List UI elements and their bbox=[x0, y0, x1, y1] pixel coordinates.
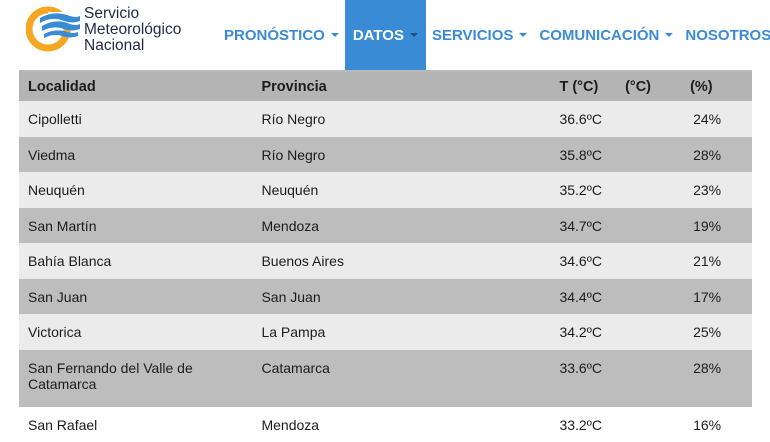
chevron-down-icon bbox=[410, 33, 418, 37]
chevron-down-icon bbox=[665, 33, 673, 37]
column-header-humidity[interactable]: (%) bbox=[681, 72, 752, 101]
cell-provincia: Buenos Aires bbox=[252, 243, 550, 279]
cell-humidity: 17% bbox=[681, 279, 752, 315]
cell-localidad: San Fernando del Valle de Catamarca bbox=[19, 350, 252, 407]
site-header: Servicio Meteorológico Nacional PRONÓSTI… bbox=[0, 0, 770, 70]
cell-humidity: 23% bbox=[681, 172, 752, 208]
table-row: San Fernando del Valle de Catamarca Cata… bbox=[19, 350, 752, 407]
nav-item-datos[interactable]: DATOS bbox=[345, 0, 426, 70]
table-row: Viedma Río Negro 35.8ºC 28% bbox=[19, 137, 752, 173]
chevron-down-icon bbox=[331, 33, 339, 37]
nav-item-comunicacion[interactable]: COMUNICACIÓN bbox=[533, 0, 679, 70]
cell-extra bbox=[616, 279, 681, 315]
column-header-temperature[interactable]: T (°C) bbox=[550, 72, 616, 101]
table-header-row: Localidad Provincia T (°C) (°C) (%) bbox=[19, 72, 752, 101]
table-row: Bahía Blanca Buenos Aires 34.6ºC 21% bbox=[19, 243, 752, 279]
table-row: Neuquén Neuquén 35.2ºC 23% bbox=[19, 172, 752, 208]
cell-provincia: Mendoza bbox=[252, 208, 550, 244]
temperature-table-container: Localidad Provincia T (°C) (°C) (%) Cipo… bbox=[19, 70, 752, 435]
cell-extra bbox=[616, 208, 681, 244]
cell-temperature: 34.6ºC bbox=[550, 243, 616, 279]
brand-line-1: Servicio bbox=[84, 6, 181, 22]
cell-extra bbox=[616, 407, 681, 442]
table-row: San Juan San Juan 34.4ºC 17% bbox=[19, 279, 752, 315]
cell-provincia: Río Negro bbox=[252, 137, 550, 173]
cell-provincia: La Pampa bbox=[252, 314, 550, 350]
chevron-down-icon bbox=[519, 33, 527, 37]
cell-temperature: 34.2ºC bbox=[550, 314, 616, 350]
cell-localidad: Neuquén bbox=[19, 172, 252, 208]
cell-extra bbox=[616, 137, 681, 173]
nav-item-nosotros[interactable]: NOSOTROS bbox=[679, 0, 770, 70]
cell-provincia: Neuquén bbox=[252, 172, 550, 208]
cell-extra bbox=[616, 350, 681, 407]
cell-temperature: 34.7ºC bbox=[550, 208, 616, 244]
brand-name: Servicio Meteorológico Nacional bbox=[84, 6, 181, 54]
cell-provincia: Catamarca bbox=[252, 350, 550, 407]
nav-item-label: DATOS bbox=[353, 27, 404, 44]
cell-localidad: Cipolletti bbox=[19, 101, 252, 137]
cell-humidity: 28% bbox=[681, 350, 752, 407]
temperature-table: Localidad Provincia T (°C) (°C) (%) Cipo… bbox=[19, 72, 752, 442]
smn-logo[interactable]: Servicio Meteorológico Nacional bbox=[26, 4, 226, 54]
nav-item-label: COMUNICACIÓN bbox=[539, 27, 659, 44]
table-row: Victorica La Pampa 34.2ºC 25% bbox=[19, 314, 752, 350]
cell-provincia: Mendoza bbox=[252, 407, 550, 442]
cell-extra bbox=[616, 314, 681, 350]
cell-localidad: San Rafael bbox=[19, 407, 252, 442]
main-nav: PRONÓSTICO DATOS SERVICIOS COMUNICACIÓN … bbox=[218, 0, 770, 70]
cell-provincia: Río Negro bbox=[252, 101, 550, 137]
nav-item-servicios[interactable]: SERVICIOS bbox=[426, 0, 533, 70]
cell-provincia: San Juan bbox=[252, 279, 550, 315]
cell-extra bbox=[616, 172, 681, 208]
cell-humidity: 16% bbox=[681, 407, 752, 442]
cell-localidad: San Juan bbox=[19, 279, 252, 315]
brand-line-3: Nacional bbox=[84, 38, 181, 54]
cell-localidad: San Martín bbox=[19, 208, 252, 244]
cell-temperature: 36.6ºC bbox=[550, 101, 616, 137]
cell-temperature: 33.2ºC bbox=[550, 407, 616, 442]
cell-localidad: Viedma bbox=[19, 137, 252, 173]
smn-logo-icon bbox=[26, 4, 82, 54]
cell-humidity: 19% bbox=[681, 208, 752, 244]
nav-item-label: SERVICIOS bbox=[432, 27, 513, 44]
cell-temperature: 35.2ºC bbox=[550, 172, 616, 208]
table-row: San Rafael Mendoza 33.2ºC 16% bbox=[19, 407, 752, 442]
nav-item-pronostico[interactable]: PRONÓSTICO bbox=[218, 0, 345, 70]
column-header-extra[interactable]: (°C) bbox=[616, 72, 681, 101]
cell-temperature: 34.4ºC bbox=[550, 279, 616, 315]
brand-line-2: Meteorológico bbox=[84, 22, 181, 38]
cell-humidity: 28% bbox=[681, 137, 752, 173]
column-header-localidad[interactable]: Localidad bbox=[19, 72, 252, 101]
table-row: San Martín Mendoza 34.7ºC 19% bbox=[19, 208, 752, 244]
cell-extra bbox=[616, 101, 681, 137]
cell-humidity: 25% bbox=[681, 314, 752, 350]
cell-localidad: Bahía Blanca bbox=[19, 243, 252, 279]
cell-humidity: 21% bbox=[681, 243, 752, 279]
nav-item-label: PRONÓSTICO bbox=[224, 27, 325, 44]
column-header-provincia[interactable]: Provincia bbox=[252, 72, 550, 101]
cell-localidad: Victorica bbox=[19, 314, 252, 350]
cell-extra bbox=[616, 243, 681, 279]
cell-humidity: 24% bbox=[681, 101, 752, 137]
cell-temperature: 33.6ºC bbox=[550, 350, 616, 407]
table-row: Cipolletti Río Negro 36.6ºC 24% bbox=[19, 101, 752, 137]
nav-item-label: NOSOTROS bbox=[685, 27, 770, 44]
cell-temperature: 35.8ºC bbox=[550, 137, 616, 173]
